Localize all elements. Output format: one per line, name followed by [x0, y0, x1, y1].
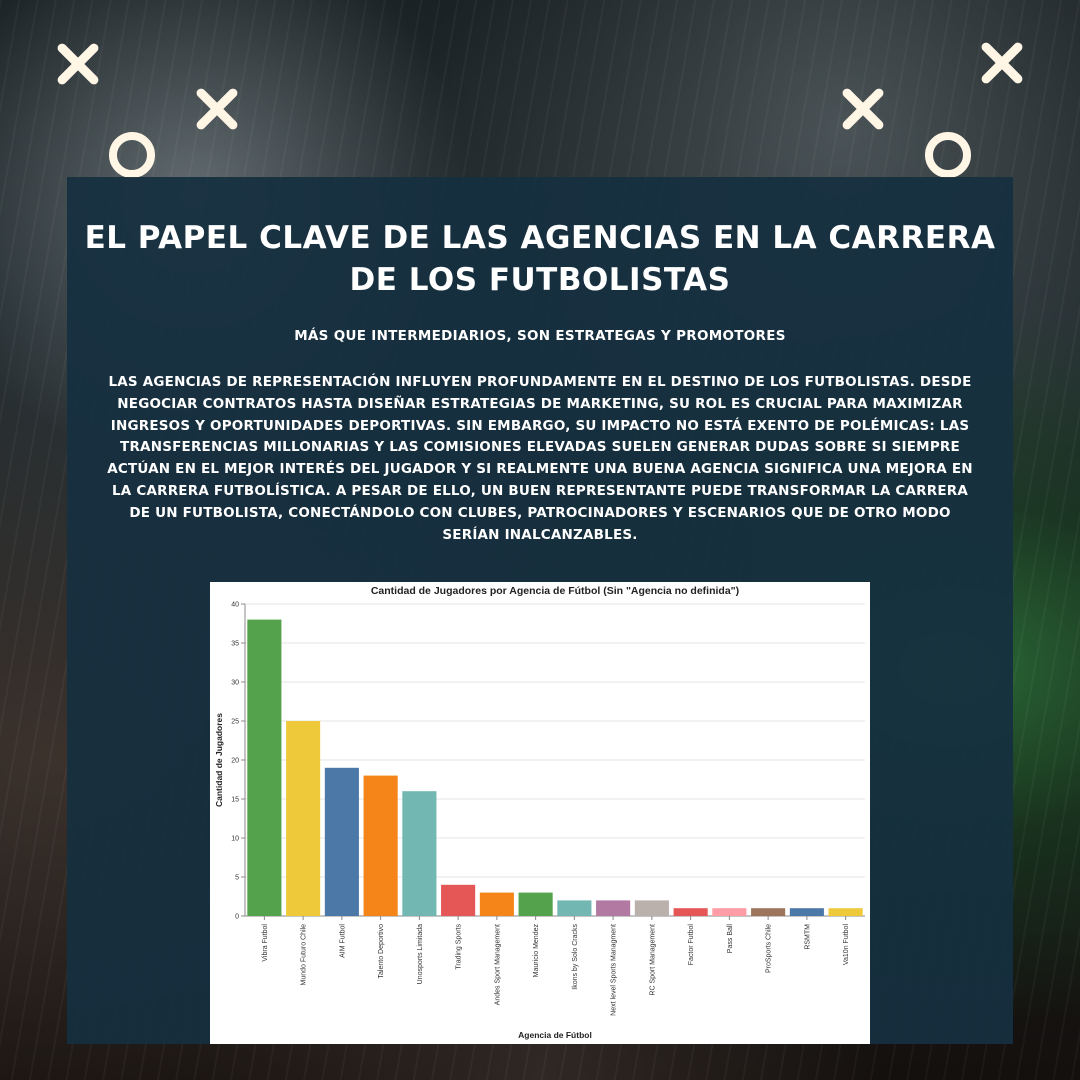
x-icon — [194, 86, 240, 132]
chart-svg: Cantidad de Jugadores por Agencia de Fút… — [214, 585, 865, 1040]
y-tick-label: 10 — [231, 836, 239, 843]
bar — [828, 908, 863, 916]
y-tick-label: 30 — [231, 680, 239, 687]
x-tick-label: Ikons by Solo Cracks — [572, 924, 579, 990]
x-axis-title: Agencia de Fútbol — [518, 1030, 592, 1040]
x-tick-label: Trading Sports — [456, 924, 463, 970]
y-tick-label: 25 — [231, 719, 239, 726]
x-tick-label: Next level Sports Managment — [611, 924, 618, 1016]
x-icon — [840, 86, 886, 132]
page-subtitle: MÁS QUE INTERMEDIARIOS, SON ESTRATEGAS Y… — [294, 328, 786, 344]
x-tick-label: RSMTM — [804, 924, 811, 950]
bar — [479, 892, 514, 916]
x-tick-label: AIM Futbol — [339, 924, 346, 958]
y-tick-label: 35 — [231, 641, 239, 648]
x-tick-label: Vibra Futbol — [262, 924, 269, 962]
chart-title: Cantidad de Jugadores por Agencia de Fút… — [371, 585, 739, 597]
page-title: EL PAPEL CLAVE DE LAS AGENCIAS EN LA CAR… — [0, 217, 1080, 301]
y-tick-label: 20 — [231, 758, 239, 765]
bar — [324, 767, 359, 916]
x-tick-label: Andes Sport Management — [494, 924, 501, 1005]
x-icon — [979, 40, 1025, 86]
bar — [634, 900, 669, 916]
x-tick-label: Unosports Limitada — [417, 924, 424, 984]
x-tick-label: Talento Deportivo — [378, 924, 385, 979]
y-tick-label: 15 — [231, 797, 239, 804]
bar — [247, 619, 282, 916]
x-tick-label: RC Sport Management — [649, 924, 656, 996]
bar — [789, 908, 824, 916]
bar — [751, 908, 786, 916]
body-paragraph: LAS AGENCIAS DE REPRESENTACIÓN INFLUYEN … — [107, 374, 973, 543]
title-line-2: DE LOS FUTBOLISTAS — [349, 262, 731, 298]
bar — [557, 900, 592, 916]
bar — [596, 900, 631, 916]
x-tick-label: Va10n Futbol — [843, 924, 850, 966]
y-tick-label: 40 — [231, 602, 239, 609]
x-tick-label: Mauricio Mendez — [533, 924, 540, 978]
y-tick-label: 5 — [235, 875, 239, 882]
bar — [518, 892, 553, 916]
x-tick-label: Factor Futbol — [688, 924, 695, 966]
x-tick-label: Mundo Futuro Chile — [301, 924, 308, 986]
bar — [402, 791, 437, 916]
bar — [441, 884, 476, 916]
bar — [363, 775, 398, 916]
x-tick-label: ProSports Chile — [766, 924, 773, 973]
bar — [286, 721, 321, 916]
o-icon — [925, 132, 971, 178]
x-tick-label: Pass Ball — [727, 924, 734, 954]
x-icon — [55, 41, 101, 87]
o-icon — [109, 132, 155, 178]
title-line-1: EL PAPEL CLAVE DE LAS AGENCIAS EN LA CAR… — [84, 220, 996, 256]
bar-chart: Cantidad de Jugadores por Agencia de Fút… — [210, 582, 870, 1044]
bar — [712, 908, 747, 916]
y-tick-label: 0 — [235, 914, 239, 921]
y-axis-title: Cantidad de Jugadores — [214, 713, 224, 807]
bar — [673, 908, 708, 916]
